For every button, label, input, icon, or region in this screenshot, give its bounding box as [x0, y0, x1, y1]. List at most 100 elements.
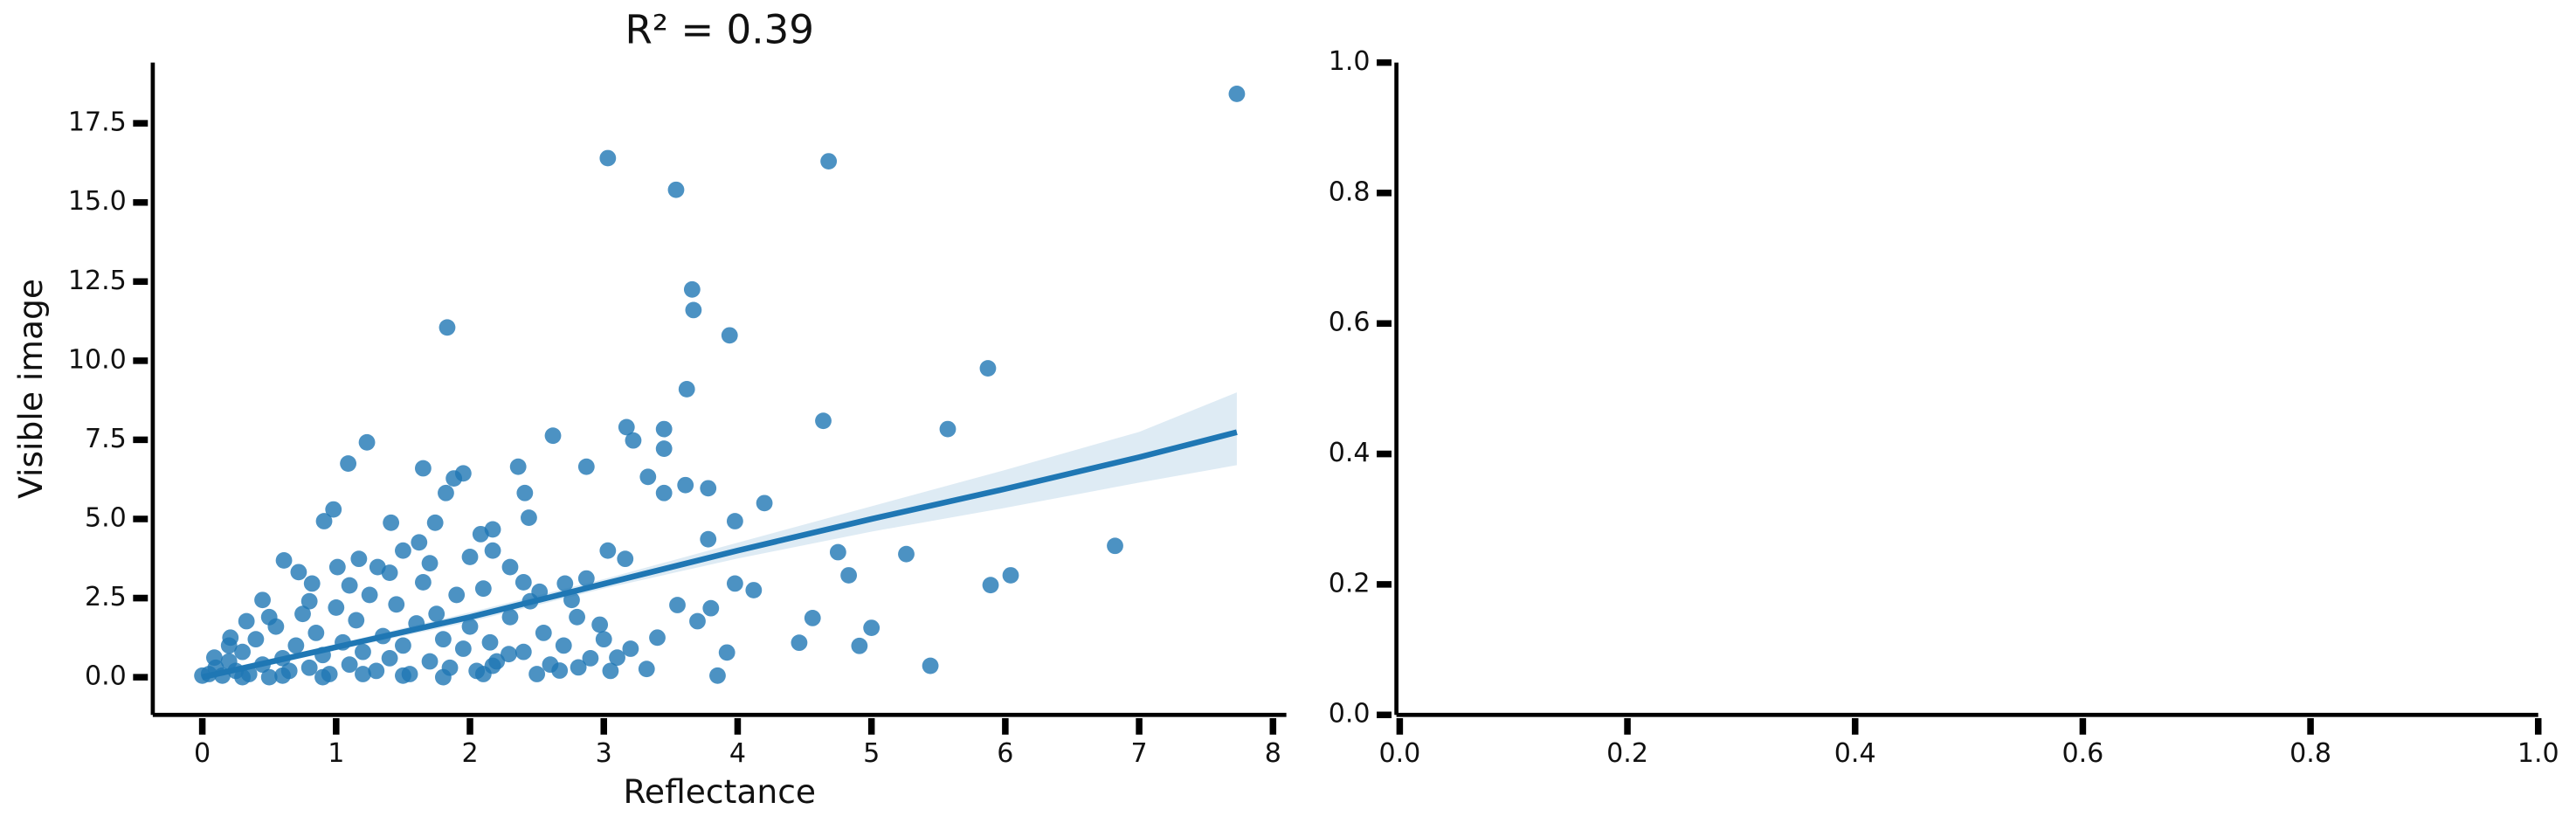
point	[234, 668, 251, 686]
point	[439, 319, 456, 336]
point	[726, 575, 743, 592]
y-tick-label: 12.5	[68, 266, 127, 296]
point	[509, 458, 527, 475]
point	[678, 381, 695, 398]
y-tick-label: 0.4	[1329, 438, 1371, 468]
point	[702, 599, 720, 617]
point	[501, 608, 519, 626]
point	[501, 558, 519, 576]
point	[639, 468, 657, 486]
point	[726, 513, 743, 529]
point	[555, 637, 572, 654]
point	[234, 643, 251, 661]
point	[328, 558, 346, 576]
point	[381, 649, 398, 667]
point	[521, 509, 537, 526]
point	[542, 656, 559, 674]
point	[979, 360, 997, 377]
point	[1228, 86, 1246, 102]
point	[667, 181, 685, 198]
point	[570, 659, 587, 676]
point	[804, 609, 821, 626]
point	[381, 564, 398, 581]
point	[484, 542, 501, 559]
point	[395, 667, 411, 684]
regression-line	[201, 429, 1238, 681]
point	[361, 586, 378, 604]
point	[515, 574, 532, 591]
y-tick-label: 0.0	[1329, 699, 1371, 730]
point	[595, 631, 612, 648]
point	[388, 596, 405, 613]
point	[428, 605, 445, 623]
point	[544, 427, 562, 445]
y-tick-label: 0.2	[1329, 568, 1371, 598]
point	[982, 577, 999, 594]
point	[602, 662, 619, 680]
x-tick-label: 0.6	[2061, 738, 2103, 769]
point	[300, 659, 318, 676]
point	[434, 631, 452, 648]
point	[368, 662, 385, 680]
point	[649, 629, 666, 647]
point	[683, 280, 701, 298]
point	[535, 625, 552, 641]
point	[438, 484, 454, 501]
y-tick-label: 10.0	[68, 344, 127, 375]
point	[350, 550, 368, 568]
point	[599, 149, 617, 167]
y-tick-label: 5.0	[85, 502, 127, 533]
x-tick-label: 0.0	[1378, 738, 1420, 769]
point	[501, 646, 517, 663]
point	[939, 420, 957, 438]
point	[314, 668, 331, 686]
point	[618, 418, 635, 436]
point	[745, 582, 763, 598]
point	[328, 599, 345, 616]
point	[358, 433, 376, 451]
x-tick-label: 4	[729, 738, 746, 769]
point	[655, 440, 673, 457]
point	[303, 575, 321, 592]
point	[275, 552, 293, 569]
point	[815, 412, 832, 430]
point	[563, 591, 580, 609]
point	[609, 649, 625, 667]
point	[669, 597, 686, 613]
point	[414, 460, 432, 477]
x-tick-label: 0.4	[1834, 738, 1876, 769]
y-tick-label: 0.6	[1329, 308, 1371, 338]
point	[556, 575, 574, 592]
y-tick-label: 0.0	[85, 661, 127, 692]
x-tick-label: 0.2	[1606, 738, 1648, 769]
point	[685, 301, 702, 319]
point	[655, 420, 673, 438]
x-tick-label: 1	[328, 738, 344, 769]
y-tick-label: 17.5	[68, 107, 127, 138]
point	[254, 591, 271, 609]
point	[820, 153, 838, 170]
y-tick-label: 2.5	[85, 582, 127, 612]
x-tick-label: 8	[1265, 738, 1281, 769]
x-tick-label: 6	[997, 738, 1013, 769]
point	[445, 470, 463, 488]
x-tick-label: 0	[194, 738, 211, 769]
point	[591, 616, 609, 633]
point	[791, 634, 808, 652]
point	[689, 612, 706, 630]
x-tick-label: 1.0	[2517, 738, 2559, 769]
point	[260, 608, 278, 626]
point	[528, 666, 546, 682]
point	[516, 484, 534, 501]
point	[340, 455, 357, 472]
point	[1107, 537, 1123, 555]
point	[484, 521, 501, 538]
x-tick-label: 0.8	[2289, 738, 2331, 769]
point	[260, 668, 278, 686]
point	[325, 501, 342, 518]
point	[721, 327, 738, 344]
point	[238, 612, 255, 630]
point	[355, 643, 371, 661]
point	[290, 564, 307, 581]
